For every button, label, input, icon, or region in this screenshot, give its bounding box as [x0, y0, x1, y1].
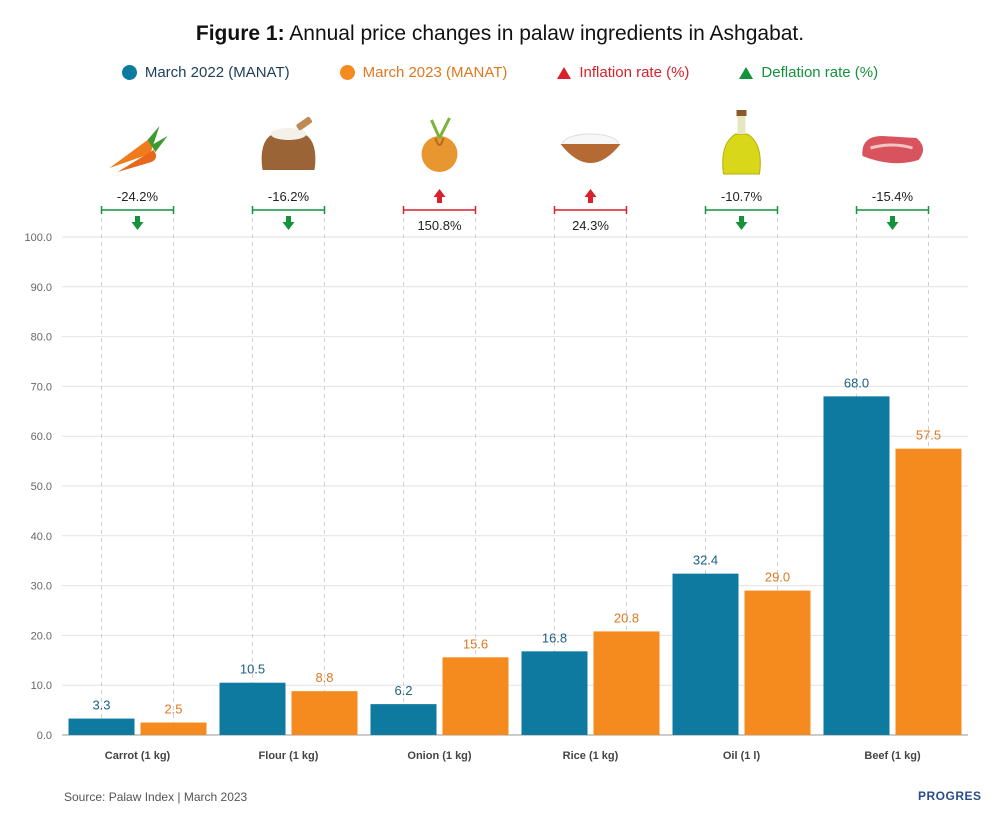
legend-item: Inflation rate (%) — [557, 64, 689, 81]
category-label: Carrot (1 kg) — [105, 750, 171, 762]
y-tick-label: 100.0 — [24, 232, 52, 244]
legend-item: March 2022 (MANAT) — [121, 64, 290, 81]
legend-item: March 2023 (MANAT) — [339, 64, 508, 81]
legend-item: Deflation rate (%) — [739, 64, 878, 81]
category-label: Oil (1 l) — [723, 750, 761, 762]
change-label: -10.7% — [721, 189, 763, 204]
flour-sack-icon — [261, 116, 316, 170]
value-label-2023: 57.5 — [916, 428, 941, 443]
bar-2023 — [140, 722, 207, 735]
y-tick-label: 80.0 — [31, 332, 52, 344]
y-tick-label: 70.0 — [31, 381, 52, 393]
beef-icon — [862, 136, 924, 164]
bar-2023 — [593, 631, 660, 735]
flour-top — [270, 128, 307, 140]
y-tick-label: 90.0 — [31, 282, 52, 294]
chart-title: Figure 1: Annual price changes in palaw … — [0, 22, 1000, 46]
y-tick-label: 50.0 — [31, 481, 52, 493]
carrot-body — [117, 150, 157, 172]
legend-dot-icon — [339, 65, 355, 80]
marbling — [870, 143, 913, 150]
change-label: 24.3% — [572, 218, 609, 233]
carrot-body — [109, 140, 153, 168]
y-tick-label: 30.0 — [31, 581, 52, 593]
category-label: Onion (1 kg) — [407, 750, 472, 762]
value-label-2022: 32.4 — [693, 553, 718, 568]
legend-label: Deflation rate (%) — [761, 64, 879, 81]
scoop — [296, 116, 312, 131]
carrot-icon — [109, 126, 168, 172]
value-label-2022: 3.3 — [92, 698, 110, 713]
gridlines — [62, 236, 968, 736]
labels: 0.0 10.0 20.0 30.0 40.0 50.0 60.0 70.0 80.0 90.0 1… — [24, 189, 941, 762]
category-label: Rice (1 kg) — [563, 750, 619, 762]
up-arrow-icon — [584, 189, 597, 203]
onion-sprouts — [430, 117, 451, 139]
change-label: -15.4% — [872, 189, 914, 204]
onion-icon — [421, 117, 458, 172]
value-label-2022: 16.8 — [542, 630, 567, 645]
bottle-neck — [737, 116, 746, 134]
legend: March 2022 (MANAT) March 2023 (MANAT) Infl… — [0, 64, 1000, 81]
sack-body — [261, 134, 316, 170]
y-tick-label: 60.0 — [31, 431, 52, 443]
up-arrow-icon — [433, 189, 446, 203]
source-note: Source: Palaw Index | March 2023 — [64, 790, 248, 804]
change-label: -24.2% — [117, 189, 159, 204]
carrot-leaves — [147, 126, 168, 152]
category-label: Flour (1 kg) — [259, 750, 319, 762]
change-label: 150.8% — [417, 218, 462, 233]
value-label-2023: 8.8 — [315, 670, 333, 685]
bar-2022 — [370, 704, 437, 735]
y-tick-label: 20.0 — [31, 630, 52, 642]
bar-2023 — [442, 657, 509, 735]
oil-bottle-icon — [722, 110, 761, 175]
bowl — [560, 144, 621, 163]
onion-line — [434, 137, 445, 146]
legend-dot-icon — [121, 65, 137, 80]
y-tick-label: 10.0 — [31, 680, 52, 692]
bar-2022 — [672, 573, 739, 735]
down-arrow-icon — [735, 216, 748, 230]
meat — [862, 136, 924, 164]
bars — [68, 396, 962, 735]
bottle-cork — [736, 110, 747, 116]
y-tick-label: 40.0 — [31, 531, 52, 543]
bar-2022 — [219, 682, 286, 735]
brand-logo: PROGRES — [918, 789, 982, 803]
bar-2022 — [823, 396, 890, 735]
legend-label: Inflation rate (%) — [579, 64, 690, 81]
bar-2022 — [521, 651, 588, 735]
value-label-2023: 20.8 — [614, 610, 639, 625]
ingredient-icons — [109, 110, 924, 175]
y-tick-label: 0.0 — [37, 730, 52, 742]
legend-triangle-icon — [557, 66, 572, 79]
down-arrow-icon — [131, 216, 144, 230]
value-label-2022: 68.0 — [844, 375, 869, 390]
value-label-2023: 15.6 — [463, 636, 488, 651]
change-label: -16.2% — [268, 189, 310, 204]
bar-2023 — [744, 590, 811, 735]
value-label-2022: 10.5 — [240, 662, 265, 677]
value-label-2023: 29.0 — [765, 570, 790, 585]
onion-bulb — [421, 136, 458, 172]
legend-label: March 2023 (MANAT) — [362, 64, 508, 81]
bar-2022 — [68, 718, 135, 735]
chart-title-bold: Figure 1: — [195, 22, 285, 45]
down-arrow-icon — [886, 216, 899, 230]
bar-2023 — [291, 691, 358, 735]
legend-triangle-icon — [739, 66, 754, 79]
down-arrow-icon — [282, 216, 295, 230]
category-label: Beef (1 kg) — [864, 750, 921, 762]
value-label-2023: 2.5 — [164, 702, 182, 717]
chart-title-text: Annual price changes in palaw ingredient… — [284, 22, 805, 45]
bar-2023 — [895, 448, 962, 735]
legend-label: March 2022 (MANAT) — [144, 64, 290, 81]
value-label-2022: 6.2 — [394, 683, 412, 698]
bottle-body — [722, 133, 761, 175]
rice-bowl-icon — [560, 133, 621, 163]
